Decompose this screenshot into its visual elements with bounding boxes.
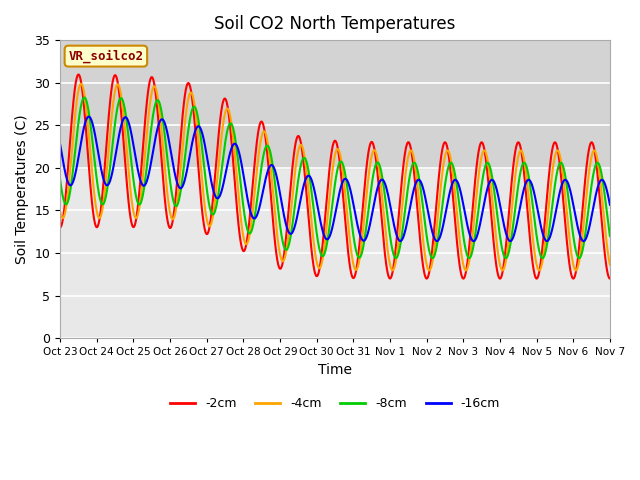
-8cm [606, 233, 614, 239]
-4cm [152, 85, 159, 91]
-8cm [596, 163, 604, 168]
-4cm [119, 108, 127, 113]
-16cm [596, 180, 604, 185]
-8cm [119, 98, 127, 104]
-2cm [75, 72, 83, 77]
-4cm [268, 169, 275, 175]
-2cm [56, 225, 64, 230]
-16cm [56, 142, 64, 147]
-2cm [606, 276, 614, 281]
-2cm [152, 91, 159, 96]
-2cm [291, 144, 299, 149]
X-axis label: Time: Time [318, 363, 352, 377]
-8cm [575, 255, 583, 261]
-4cm [536, 267, 544, 273]
-4cm [596, 171, 604, 177]
-2cm [570, 276, 577, 281]
-16cm [152, 134, 159, 140]
Line: -16cm: -16cm [60, 117, 610, 241]
-16cm [119, 117, 127, 123]
-16cm [291, 223, 299, 228]
-8cm [536, 251, 544, 257]
-8cm [81, 95, 88, 100]
-8cm [152, 100, 159, 106]
-8cm [268, 153, 275, 159]
-2cm [536, 264, 544, 270]
-4cm [77, 81, 85, 86]
-4cm [291, 169, 299, 175]
Line: -8cm: -8cm [60, 97, 610, 258]
-8cm [56, 177, 64, 182]
-4cm [606, 262, 614, 267]
-16cm [268, 162, 275, 168]
-2cm [119, 132, 127, 138]
-8cm [291, 202, 299, 208]
-4cm [56, 209, 64, 215]
Text: VR_soilco2: VR_soilco2 [68, 49, 143, 63]
-16cm [85, 114, 93, 120]
-16cm [580, 238, 588, 244]
-2cm [596, 192, 604, 198]
Title: Soil CO2 North Temperatures: Soil CO2 North Temperatures [214, 15, 456, 33]
-4cm [572, 267, 580, 273]
Y-axis label: Soil Temperatures (C): Soil Temperatures (C) [15, 114, 29, 264]
Line: -2cm: -2cm [60, 74, 610, 278]
-2cm [268, 196, 275, 202]
-16cm [536, 220, 544, 226]
Bar [60, 40, 610, 168]
-16cm [606, 202, 614, 207]
Line: -4cm: -4cm [60, 84, 610, 270]
Legend: -2cm, -4cm, -8cm, -16cm: -2cm, -4cm, -8cm, -16cm [165, 392, 505, 415]
